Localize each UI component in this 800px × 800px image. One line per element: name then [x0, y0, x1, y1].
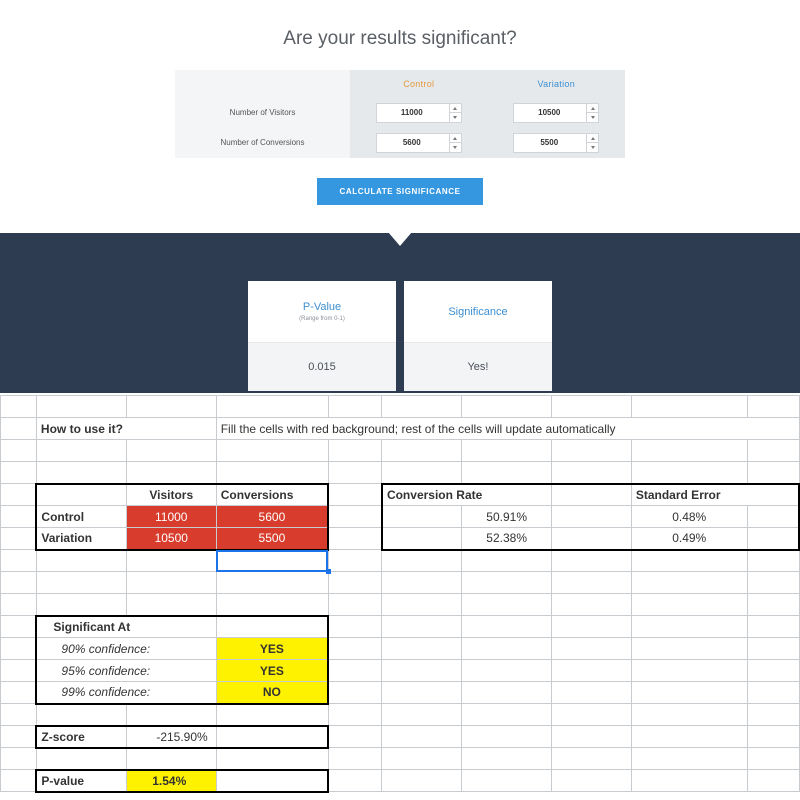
conversions-header[interactable]: Conversions — [216, 484, 328, 506]
pvalue-label[interactable]: P-value — [36, 770, 126, 792]
pvalue-card: P-Value (Range from 0-1) 0.015 — [248, 281, 396, 391]
conf99-label[interactable]: 99% confidence: — [36, 682, 216, 704]
control-visitors-cell[interactable]: 11000 — [126, 506, 216, 528]
table-row: 95% confidence: YES — [1, 660, 800, 682]
std-err-header[interactable]: Standard Error — [631, 484, 799, 506]
significant-at-header[interactable]: Significant At — [36, 616, 216, 638]
page-title: Are your results significant? — [0, 0, 800, 70]
control-rate-cell[interactable]: 50.91% — [462, 506, 552, 528]
spinner-up-icon[interactable] — [587, 134, 598, 143]
table-row: 99% confidence: NO — [1, 682, 800, 704]
variation-conversions-input[interactable]: 5500 — [513, 133, 599, 153]
variation-visitors-input[interactable]: 10500 — [513, 103, 599, 123]
table-row — [1, 704, 800, 726]
pvalue-value[interactable]: 1.54% — [126, 770, 216, 792]
spinner-up-icon[interactable] — [450, 104, 461, 113]
control-visitors-input[interactable]: 11000 — [376, 103, 462, 123]
zscore-label[interactable]: Z-score — [36, 726, 126, 748]
variation-visitors-cell[interactable]: 10500 — [126, 528, 216, 550]
control-se-cell[interactable]: 0.48% — [631, 506, 747, 528]
variation-se-cell[interactable]: 0.49% — [631, 528, 747, 550]
visitors-header[interactable]: Visitors — [126, 484, 216, 506]
significance-card-title: Significance — [448, 306, 507, 318]
variation-row-label[interactable]: Variation — [36, 528, 126, 550]
zscore-value[interactable]: -215.90% — [126, 726, 216, 748]
table-row — [1, 550, 800, 572]
control-header: Control — [350, 70, 488, 98]
selected-cell[interactable] — [216, 550, 328, 572]
table-row — [1, 462, 800, 484]
table-row — [1, 572, 800, 594]
visitors-row-label: Number of Visitors — [175, 98, 350, 128]
spreadsheet[interactable]: How to use it? Fill the cells with red b… — [0, 395, 800, 793]
input-panel: Number of Visitors Number of Conversions… — [175, 70, 625, 158]
table-row: How to use it? Fill the cells with red b… — [1, 418, 800, 440]
notch-icon — [388, 232, 412, 246]
how-to-label: How to use it? — [36, 418, 216, 440]
conf99-value[interactable]: NO — [216, 682, 328, 704]
how-to-text: Fill the cells with red background; rest… — [216, 418, 799, 440]
pvalue-card-title: P-Value — [303, 301, 341, 313]
conversions-row-label: Number of Conversions — [175, 128, 350, 158]
calculate-button[interactable]: CALCULATE SIGNIFICANCE — [317, 178, 482, 205]
table-row: Variation 10500 5500 52.38% 0.49% — [1, 528, 800, 550]
spinner-up-icon[interactable] — [587, 104, 598, 113]
table-row: Control 11000 5600 50.91% 0.48% — [1, 506, 800, 528]
results-band: P-Value (Range from 0-1) 0.015 Significa… — [0, 233, 800, 393]
conf90-label[interactable]: 90% confidence: — [36, 638, 216, 660]
spinner-down-icon[interactable] — [587, 113, 598, 122]
variation-header: Variation — [488, 70, 626, 98]
conv-rate-header[interactable]: Conversion Rate — [382, 484, 552, 506]
significance-card-value: Yes! — [404, 343, 552, 391]
spinner-down-icon[interactable] — [450, 143, 461, 152]
table-row: Visitors Conversions Conversion Rate Sta… — [1, 484, 800, 506]
conf95-label[interactable]: 95% confidence: — [36, 660, 216, 682]
pvalue-card-value: 0.015 — [248, 343, 396, 391]
control-conversions-cell[interactable]: 5600 — [216, 506, 328, 528]
pvalue-card-subtitle: (Range from 0-1) — [299, 316, 345, 322]
table-row — [1, 396, 800, 418]
cell[interactable] — [36, 484, 126, 506]
variation-rate-cell[interactable]: 52.38% — [462, 528, 552, 550]
spinner-down-icon[interactable] — [450, 113, 461, 122]
table-row: Z-score -215.90% — [1, 726, 800, 748]
table-row: Significant At — [1, 616, 800, 638]
variation-conversions-cell[interactable]: 5500 — [216, 528, 328, 550]
conf90-value[interactable]: YES — [216, 638, 328, 660]
table-row: 90% confidence: YES — [1, 638, 800, 660]
spinner-up-icon[interactable] — [450, 134, 461, 143]
conf95-value[interactable]: YES — [216, 660, 328, 682]
control-row-label[interactable]: Control — [36, 506, 126, 528]
table-row — [1, 748, 800, 770]
spinner-down-icon[interactable] — [587, 143, 598, 152]
control-conversions-input[interactable]: 5600 — [376, 133, 462, 153]
table-row: P-value 1.54% — [1, 770, 800, 792]
significance-card: Significance Yes! — [404, 281, 552, 391]
table-row — [1, 594, 800, 616]
table-row — [1, 440, 800, 462]
